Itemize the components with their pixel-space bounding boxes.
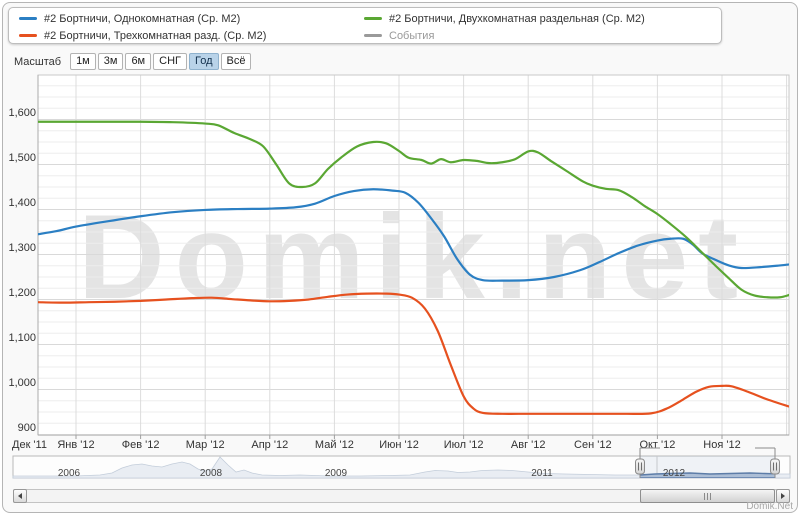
legend-item-label: #2 Бортничи, Однокомнатная (Ср. М2) bbox=[44, 12, 241, 25]
legend-line-swatch bbox=[19, 34, 37, 37]
x-axis-label: Янв '12 bbox=[57, 439, 94, 451]
y-axis-label: 1,500 bbox=[8, 152, 36, 164]
series-line-two-room bbox=[38, 120, 789, 299]
legend-item-1[interactable]: #2 Бортничи, Трехкомнатная разд. (Ср. М2… bbox=[19, 27, 364, 44]
navigator-left-handle[interactable] bbox=[635, 458, 645, 475]
navigator-year-label: 2011 bbox=[531, 468, 553, 479]
zoom-button-1м[interactable]: 1м bbox=[70, 53, 96, 70]
navigator-year-label: 2006 bbox=[58, 468, 81, 479]
x-axis-label: Май '12 bbox=[315, 439, 354, 451]
x-axis-label: Авг '12 bbox=[511, 439, 546, 451]
x-axis-label: Апр '12 bbox=[251, 439, 288, 451]
navigator-year-label: 2012 bbox=[663, 468, 686, 479]
x-axis-label: Фев '12 bbox=[122, 439, 160, 451]
y-axis-label: 1,100 bbox=[8, 332, 36, 344]
navigator-year-label: 2009 bbox=[325, 468, 348, 479]
y-axis-label: 1,300 bbox=[8, 242, 36, 254]
navigator-year-label: 2008 bbox=[200, 468, 223, 479]
brand-watermark: Domik.Net bbox=[746, 501, 793, 512]
x-axis-label: Окт '12 bbox=[639, 439, 675, 451]
legend-line-swatch bbox=[19, 17, 37, 20]
x-axis-label: Дек '11 bbox=[12, 439, 47, 451]
x-axis-label: Мар '12 bbox=[186, 439, 225, 451]
y-axis-label: 1,200 bbox=[8, 287, 36, 299]
legend-line-swatch bbox=[364, 17, 382, 20]
navigator-right-handle[interactable] bbox=[770, 458, 780, 475]
series-line-three-room bbox=[38, 292, 789, 415]
y-axis-label: 900 bbox=[18, 422, 36, 434]
x-axis-label: Сен '12 bbox=[574, 439, 612, 451]
x-axis-label: Ноя '12 bbox=[703, 439, 740, 451]
scrollbar-left-arrow[interactable] bbox=[13, 489, 27, 503]
scrollbar-grip-icon bbox=[703, 492, 712, 500]
legend: #2 Бортничи, Однокомнатная (Ср. М2) #2 Бо… bbox=[8, 7, 722, 44]
zoom-button-Всё[interactable]: Всё bbox=[220, 53, 252, 70]
y-axis-label: 1,000 bbox=[8, 377, 36, 389]
legend-item-2[interactable]: #2 Бортничи, Двухкомнатная раздельная (С… bbox=[364, 10, 721, 27]
zoom-button-6м[interactable]: 6м bbox=[125, 53, 152, 70]
toolbar-label: Масштаб bbox=[14, 55, 62, 68]
legend-line-swatch bbox=[364, 34, 382, 37]
scrollbar-right-arrow[interactable] bbox=[776, 489, 790, 503]
navigator-selected-area bbox=[640, 472, 775, 478]
x-axis-label: Июл '12 bbox=[444, 439, 484, 451]
zoom-button-3м[interactable]: 3м bbox=[97, 53, 124, 70]
legend-item-label: #2 Бортничи, Трехкомнатная разд. (Ср. М2… bbox=[44, 29, 267, 42]
arrow-right-icon bbox=[781, 493, 788, 499]
zoom-button-Год[interactable]: Год bbox=[188, 53, 219, 70]
arrow-left-icon bbox=[15, 493, 22, 499]
navigator-selected-range[interactable] bbox=[640, 456, 775, 478]
y-axis-label: 1,400 bbox=[8, 197, 36, 209]
legend-item-label: События bbox=[389, 29, 435, 42]
zoom-button-group: 1м 3м 6м СНГ Год Всё bbox=[70, 53, 253, 70]
legend-item-3[interactable]: События bbox=[364, 27, 721, 44]
zoom-toolbar: Масштаб 1м 3м 6м СНГ Год Всё bbox=[14, 53, 253, 70]
x-axis-label: Июн '12 bbox=[379, 439, 419, 451]
legend-item-0[interactable]: #2 Бортничи, Однокомнатная (Ср. М2) bbox=[19, 10, 364, 27]
legend-item-label: #2 Бортничи, Двухкомнатная раздельная (С… bbox=[389, 12, 645, 25]
y-axis-label: 1,600 bbox=[8, 107, 36, 119]
zoom-button-СНГ[interactable]: СНГ bbox=[153, 53, 187, 70]
domik-watermark: Domik.net bbox=[78, 190, 748, 324]
scrollbar-thumb[interactable] bbox=[640, 489, 775, 503]
